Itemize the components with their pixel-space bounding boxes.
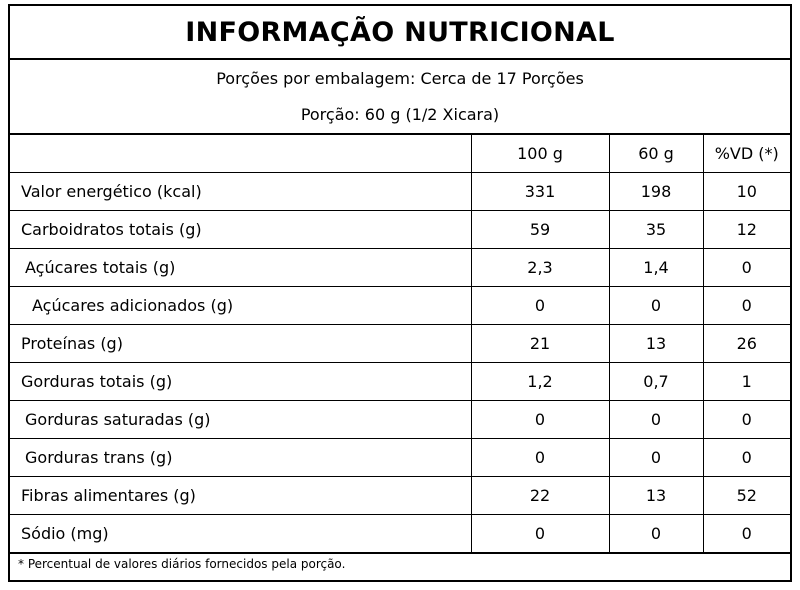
table-row: Valor energético (kcal) 331 198 10	[10, 172, 790, 211]
value-per-100g: 59	[470, 210, 610, 249]
nutrient-label: Gorduras trans (g)	[10, 438, 472, 477]
value-daily-percent: 12	[702, 210, 790, 249]
value-daily-percent: 10	[702, 172, 790, 211]
value-per-60g: 0,7	[608, 362, 704, 401]
value-per-60g: 0	[608, 286, 704, 325]
value-per-60g: 1,4	[608, 248, 704, 287]
nutrition-facts-label: INFORMAÇÃO NUTRICIONAL Porções por embal…	[8, 4, 792, 582]
value-per-100g: 1,2	[470, 362, 610, 401]
label-title: INFORMAÇÃO NUTRICIONAL	[10, 6, 790, 60]
value-daily-percent: 52	[702, 476, 790, 515]
value-daily-percent: 0	[702, 438, 790, 477]
header-per-100g: 100 g	[470, 133, 610, 173]
value-per-100g: 2,3	[470, 248, 610, 287]
value-per-60g: 13	[608, 324, 704, 363]
table-row: Gorduras saturadas (g) 0 0 0	[10, 400, 790, 439]
nutrient-label: Açúcares totais (g)	[10, 248, 472, 287]
header-per-60g: 60 g	[608, 133, 704, 173]
value-per-100g: 0	[470, 514, 610, 554]
nutrient-label: Gorduras saturadas (g)	[10, 400, 472, 439]
servings-per-package: Porções por embalagem: Cerca de 17 Porçõ…	[216, 69, 584, 88]
footnote: * Percentual de valores diários fornecid…	[18, 557, 346, 571]
value-daily-percent: 0	[702, 248, 790, 287]
value-daily-percent: 0	[702, 514, 790, 554]
value-per-60g: 0	[608, 438, 704, 477]
value-daily-percent: 0	[702, 286, 790, 325]
table-row: Sódio (mg) 0 0 0	[10, 514, 790, 554]
nutrient-label: Gorduras totais (g)	[10, 362, 472, 401]
nutrient-label: Fibras alimentares (g)	[10, 476, 472, 515]
value-per-100g: 21	[470, 324, 610, 363]
table-row: Açúcares adicionados (g) 0 0 0	[10, 286, 790, 325]
value-per-60g: 198	[608, 172, 704, 211]
nutrient-label: Valor energético (kcal)	[10, 172, 472, 211]
nutrient-label: Sódio (mg)	[10, 514, 472, 554]
table-row: Fibras alimentares (g) 22 13 52	[10, 476, 790, 515]
nutrient-label: Carboidratos totais (g)	[10, 210, 472, 249]
table-row: Gorduras trans (g) 0 0 0	[10, 438, 790, 477]
value-per-100g: 0	[470, 438, 610, 477]
nutrition-table: 100 g 60 g %VD (*) Valor energético (kca…	[10, 133, 790, 554]
value-daily-percent: 26	[702, 324, 790, 363]
value-daily-percent: 0	[702, 400, 790, 439]
value-per-100g: 0	[470, 286, 610, 325]
table-row: Gorduras totais (g) 1,2 0,7 1	[10, 362, 790, 401]
header-nutrient	[10, 133, 472, 173]
value-per-100g: 22	[470, 476, 610, 515]
value-per-60g: 13	[608, 476, 704, 515]
value-per-60g: 0	[608, 400, 704, 439]
nutrient-label: Açúcares adicionados (g)	[10, 286, 472, 325]
serving-size: Porção: 60 g (1/2 Xicara)	[300, 105, 500, 124]
nutrient-label: Proteínas (g)	[10, 324, 472, 363]
value-per-100g: 0	[470, 400, 610, 439]
value-per-60g: 0	[608, 514, 704, 554]
table-header-row: 100 g 60 g %VD (*)	[10, 133, 790, 173]
table-row: Açúcares totais (g) 2,3 1,4 0	[10, 248, 790, 287]
value-daily-percent: 1	[702, 362, 790, 401]
value-per-60g: 35	[608, 210, 704, 249]
table-row: Proteínas (g) 21 13 26	[10, 324, 790, 363]
table-row: Carboidratos totais (g) 59 35 12	[10, 210, 790, 249]
header-daily-value: %VD (*)	[702, 133, 790, 173]
value-per-100g: 331	[470, 172, 610, 211]
